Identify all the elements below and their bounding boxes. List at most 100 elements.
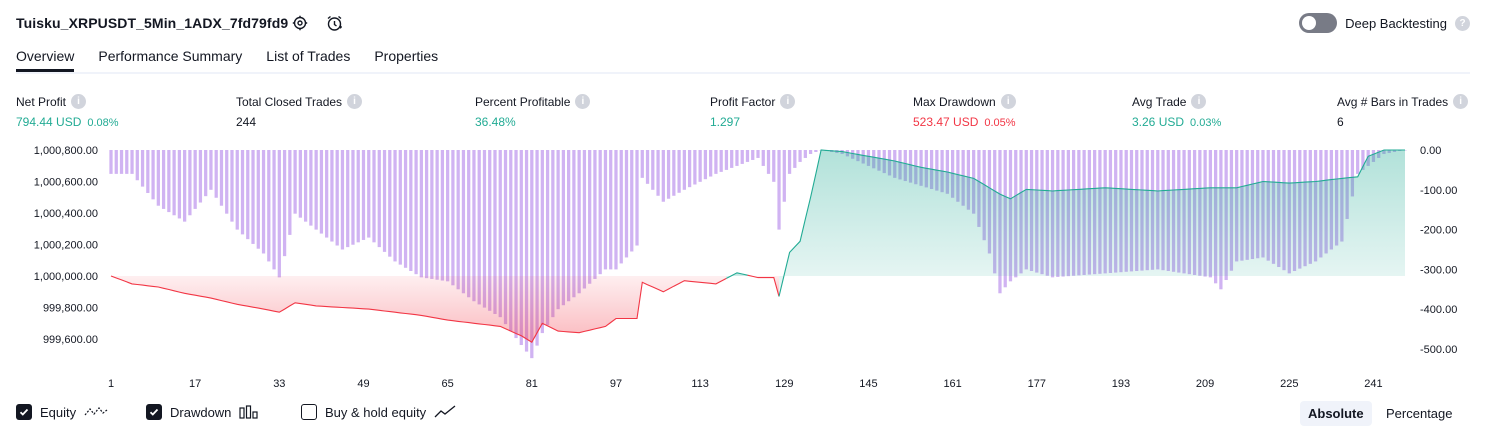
percentage-mode-button[interactable]: Percentage [1386, 406, 1453, 421]
drawdown-bar [198, 150, 203, 203]
drawdown-bar [125, 150, 129, 174]
absolute-mode-button[interactable]: Absolute [1300, 401, 1372, 426]
info-icon[interactable]: i [347, 94, 363, 109]
drawdown-bar [630, 150, 634, 252]
equity-toggle[interactable]: Equity [16, 404, 108, 420]
x-tick-label: 97 [610, 378, 622, 390]
x-tick-label: 225 [1280, 378, 1298, 390]
drawdown-bar [1356, 150, 1360, 174]
x-tick-label: 209 [1196, 378, 1214, 390]
equity-checkbox[interactable] [16, 404, 32, 420]
x-tick-label: 17 [189, 378, 201, 390]
drawdown-bar [672, 150, 676, 196]
drawdown-bar [677, 150, 681, 193]
drawdown-checkbox[interactable] [146, 404, 162, 420]
drawdown-bar [204, 150, 208, 197]
drawdown-bar [798, 150, 802, 162]
drawdown-bar [340, 150, 345, 250]
drawdown-bar [651, 150, 655, 190]
toggle-knob [1302, 16, 1317, 30]
drawdown-bar [551, 150, 555, 318]
equity-line-loss [110, 275, 727, 343]
metric-label: Profit Factor [710, 94, 776, 109]
drawdown-bar [624, 150, 629, 258]
info-icon[interactable]: i [1453, 94, 1469, 109]
drawdown-bar [666, 150, 671, 199]
drawdown-bar [777, 150, 781, 230]
drawdown-bar [724, 150, 729, 170]
drawdown-bar [309, 150, 313, 226]
drawdown-bar [377, 150, 381, 248]
drawdown-bar [787, 150, 792, 174]
drawdown-bar [288, 150, 292, 235]
equity-line-icon [84, 407, 108, 416]
drawdown-bar [419, 150, 423, 278]
drawdown-bar [572, 150, 576, 298]
drawdown-bar [303, 150, 308, 222]
right-tick-label: -300.00 [1420, 264, 1457, 276]
drawdown-bar [461, 150, 466, 294]
info-icon[interactable]: i [1191, 94, 1207, 109]
drawdown-bar [114, 150, 118, 174]
info-icon[interactable]: i [575, 94, 591, 109]
tab-list-of-trades[interactable]: List of Trades [266, 48, 351, 64]
metric-value: 3.26 USD [1132, 115, 1185, 129]
check-icon [149, 408, 159, 416]
deep-backtesting-toggle[interactable] [1299, 13, 1338, 33]
info-icon[interactable]: i [780, 94, 796, 109]
drawdown-bar [519, 150, 523, 346]
metric-max-drawdown: Max Drawdown i 523.47 USD 0.05% [913, 94, 1016, 129]
drawdown-bar [745, 150, 750, 162]
drawdown-bar [282, 150, 287, 257]
drawdown-bar [435, 150, 439, 280]
drawdown-bar [687, 150, 692, 188]
tab-properties[interactable]: Properties [374, 48, 439, 64]
drawdown-bar [424, 150, 429, 279]
tab-performance-summary[interactable]: Performance Summary [98, 48, 243, 64]
left-tick-label: 1,000,000.00 [34, 271, 98, 283]
drawdown-bar [793, 150, 797, 168]
buy-hold-checkbox[interactable] [301, 404, 317, 420]
drawdown-bar [782, 150, 786, 202]
drawdown-bar [509, 150, 513, 332]
metric-label: Max Drawdown [913, 94, 996, 109]
x-tick-label: 241 [1364, 378, 1382, 390]
drawdown-bar [588, 150, 592, 284]
left-tick-label: 1,000,600.00 [34, 177, 98, 189]
drawdown-bar [414, 150, 418, 275]
drawdown-bar [619, 150, 623, 264]
drawdown-bar [193, 150, 197, 209]
tab-overview[interactable]: Overview [16, 48, 75, 72]
help-icon[interactable]: ? [1455, 15, 1470, 31]
x-tick-label: 33 [273, 378, 285, 390]
drawdown-bar [645, 150, 650, 184]
drawdown-bar [398, 150, 402, 265]
gear-icon[interactable] [291, 14, 309, 32]
metric-net-profit: Net Profit i 794.44 USD 0.08% [16, 94, 119, 129]
metric-label: Net Profit [16, 94, 67, 109]
info-icon[interactable]: i [71, 94, 87, 109]
drawdown-bar [472, 150, 476, 302]
x-tick-label: 49 [357, 378, 369, 390]
drawdown-toggle[interactable]: Drawdown [146, 404, 259, 420]
drawdown-bar [430, 150, 434, 279]
alarm-clock-icon[interactable] [325, 14, 343, 32]
buy-hold-toggle[interactable]: Buy & hold equity [301, 404, 456, 420]
info-icon[interactable]: i [1000, 94, 1016, 109]
drawdown-bar [1361, 150, 1365, 170]
metric-value: 6 [1337, 115, 1344, 129]
drawdown-bar [135, 150, 139, 181]
drawdown-bar [567, 150, 571, 302]
drawdown-bar [493, 150, 497, 314]
drawdown-bar [477, 150, 481, 305]
drawdown-bar [540, 150, 544, 334]
drawdown-bar [346, 150, 350, 248]
drawdown-bar [219, 150, 224, 206]
left-axis: 1,000,800.00 1,000,600.00 1,000,400.00 1,00… [34, 145, 98, 346]
drawdown-bar [172, 150, 176, 216]
drawdown-bar [409, 150, 413, 271]
drawdown-bar [335, 150, 339, 246]
left-tick-label: 999,600.00 [43, 334, 98, 346]
metric-avg-trade: Avg Trade i 3.26 USD 0.03% [1132, 94, 1221, 129]
right-tick-label: -100.00 [1420, 185, 1457, 197]
